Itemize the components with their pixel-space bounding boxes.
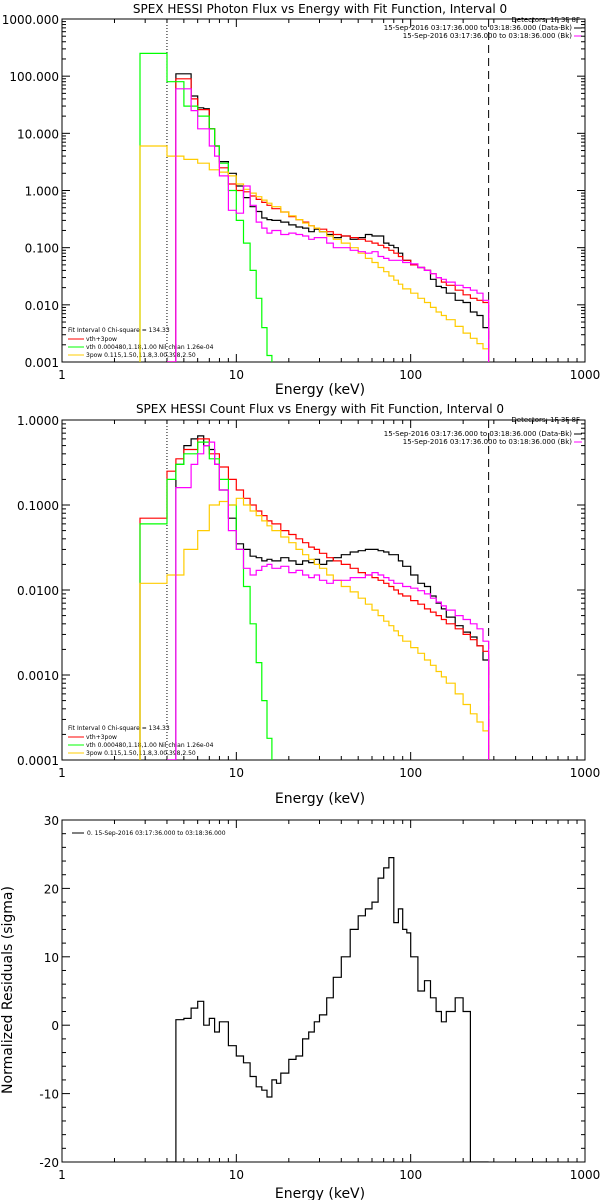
x-tick-label: 100 — [399, 1168, 422, 1182]
series-line — [139, 52, 273, 362]
detectors-label: Detectors: 1F 3F 8F — [511, 16, 580, 24]
series-line — [139, 145, 490, 362]
chart-1-layer: 1 10 100 1000 0.0001 0.0010 0.0100 0.1000 1.0000 — [17, 414, 600, 780]
y-tick-label: 100.000 — [9, 70, 59, 84]
legend-entry: 0. 15-Sep-2016 03:17:36.000 to 03:18:36.… — [87, 830, 226, 837]
chart-0-layer: 1 10 100 1000 0.001 0.010 0.100 1.000 10.000 100.… — [2, 13, 600, 382]
legend: Fit Interval 0 Chi-square = 134.33 vth+3… — [68, 327, 214, 359]
y-tick-label: 0.0001 — [17, 754, 59, 768]
y-tick-label: 10 — [44, 951, 59, 965]
y-tick-label: 30 — [44, 814, 59, 828]
x-tick-label: 1000 — [570, 368, 600, 382]
y-tick-label: 20 — [44, 882, 59, 896]
legend-entry: 3pow 0.115,1.50,11.8,3.00,398,2.50 — [86, 352, 196, 359]
series-line — [139, 441, 273, 760]
y-tick-label: -20 — [39, 1156, 59, 1170]
photon-flux-chart: SPEX HESSI Photon Flux vs Energy with Fi… — [68, 2, 582, 398]
chart-title: SPEX HESSI Photon Flux vs Energy with Fi… — [133, 2, 507, 16]
plot-frame — [61, 819, 586, 1163]
header-line-bk: 15-Sep-2016 03:17:36.000 to 03:18:36.000… — [403, 32, 573, 40]
chart-title: SPEX HESSI Count Flux vs Energy with Fit… — [136, 402, 504, 416]
residuals-chart: 0. 15-Sep-2016 03:17:36.000 to 03:18:36.… — [0, 830, 365, 1200]
series-group — [139, 435, 490, 760]
y-axis-label: Normalized Residuals (sigma) — [0, 886, 16, 1094]
y-tick-label: 0.0100 — [17, 584, 59, 598]
series-line — [167, 78, 490, 362]
x-tick-label: 10 — [229, 1168, 244, 1182]
header-line-data: 15-Sep-2016 03:17:36.000 to 03:18:36.000… — [384, 24, 573, 32]
y-tick-label: 0.0010 — [17, 669, 59, 683]
x-tick-label: 1000 — [570, 1168, 600, 1182]
legend-entry: 3pow 0.115,1.50,11.8,3.00,398,2.50 — [86, 750, 196, 757]
x-tick-label: 100 — [399, 368, 422, 382]
series-line — [167, 441, 490, 760]
series-group — [167, 857, 489, 1162]
y-tick-label: 0.001 — [25, 356, 59, 370]
y-tick-label: 0.100 — [25, 242, 59, 256]
chart-2-layer: 1 10 100 1000 -20 -10 0 10 20 30 — [39, 814, 600, 1182]
series-line — [167, 435, 490, 760]
y-tick-label: 0 — [51, 1019, 59, 1033]
legend-entry: vth+3pow — [86, 336, 117, 343]
header-line-data: 15-Sep-2016 03:17:36.000 to 03:18:36.000… — [384, 430, 573, 438]
y-tick-label: 1.0000 — [17, 414, 59, 428]
x-tick-label: 1 — [58, 1168, 66, 1182]
series-line — [139, 497, 490, 760]
x-axis-label: Energy (keV) — [275, 382, 365, 398]
x-tick-label: 10 — [229, 368, 244, 382]
series-group — [139, 52, 490, 362]
series-line — [167, 73, 490, 362]
x-tick-label: 1000 — [570, 766, 600, 780]
x-tick-label: 100 — [399, 766, 422, 780]
legend-title: Fit Interval 0 Chi-square = 134.33 — [68, 327, 170, 334]
legend-title: Fit Interval 0 Chi-square = 134.33 — [68, 725, 170, 732]
y-tick-label: 1.000 — [25, 185, 59, 199]
legend-entry: vth+3pow — [86, 734, 117, 741]
x-axis-label: Energy (keV) — [275, 791, 365, 807]
x-tick-label: 1 — [58, 766, 66, 780]
x-axis-label: Energy (keV) — [275, 1186, 365, 1200]
legend-entry: vth 0.000480,1.18,1.00 Nil chian 1.26e-0… — [86, 344, 214, 351]
x-tick-label: 1 — [58, 368, 66, 382]
header-line-bk: 15-Sep-2016 03:17:36.000 to 03:18:36.000… — [403, 438, 573, 446]
y-tick-label: 0.010 — [25, 299, 59, 313]
y-tick-label: 0.1000 — [17, 499, 59, 513]
y-tick-label: -10 — [39, 1088, 59, 1102]
series-line — [167, 857, 489, 1162]
count-flux-chart: SPEX HESSI Count Flux vs Energy with Fit… — [68, 402, 582, 807]
series-line — [167, 88, 490, 362]
x-tick-label: 10 — [229, 766, 244, 780]
y-tick-label: 10.000 — [17, 127, 59, 141]
legend: Fit Interval 0 Chi-square = 134.33 vth+3… — [68, 725, 214, 757]
y-tick-label: 1000.000 — [2, 13, 59, 27]
plot-layers: 1 10 100 10000.0010.0100.1001.00010.000100.… — [2, 13, 600, 1182]
legend-entry: vth 0.000480,1.18,1.00 Nil chian 1.26e-0… — [86, 742, 214, 749]
